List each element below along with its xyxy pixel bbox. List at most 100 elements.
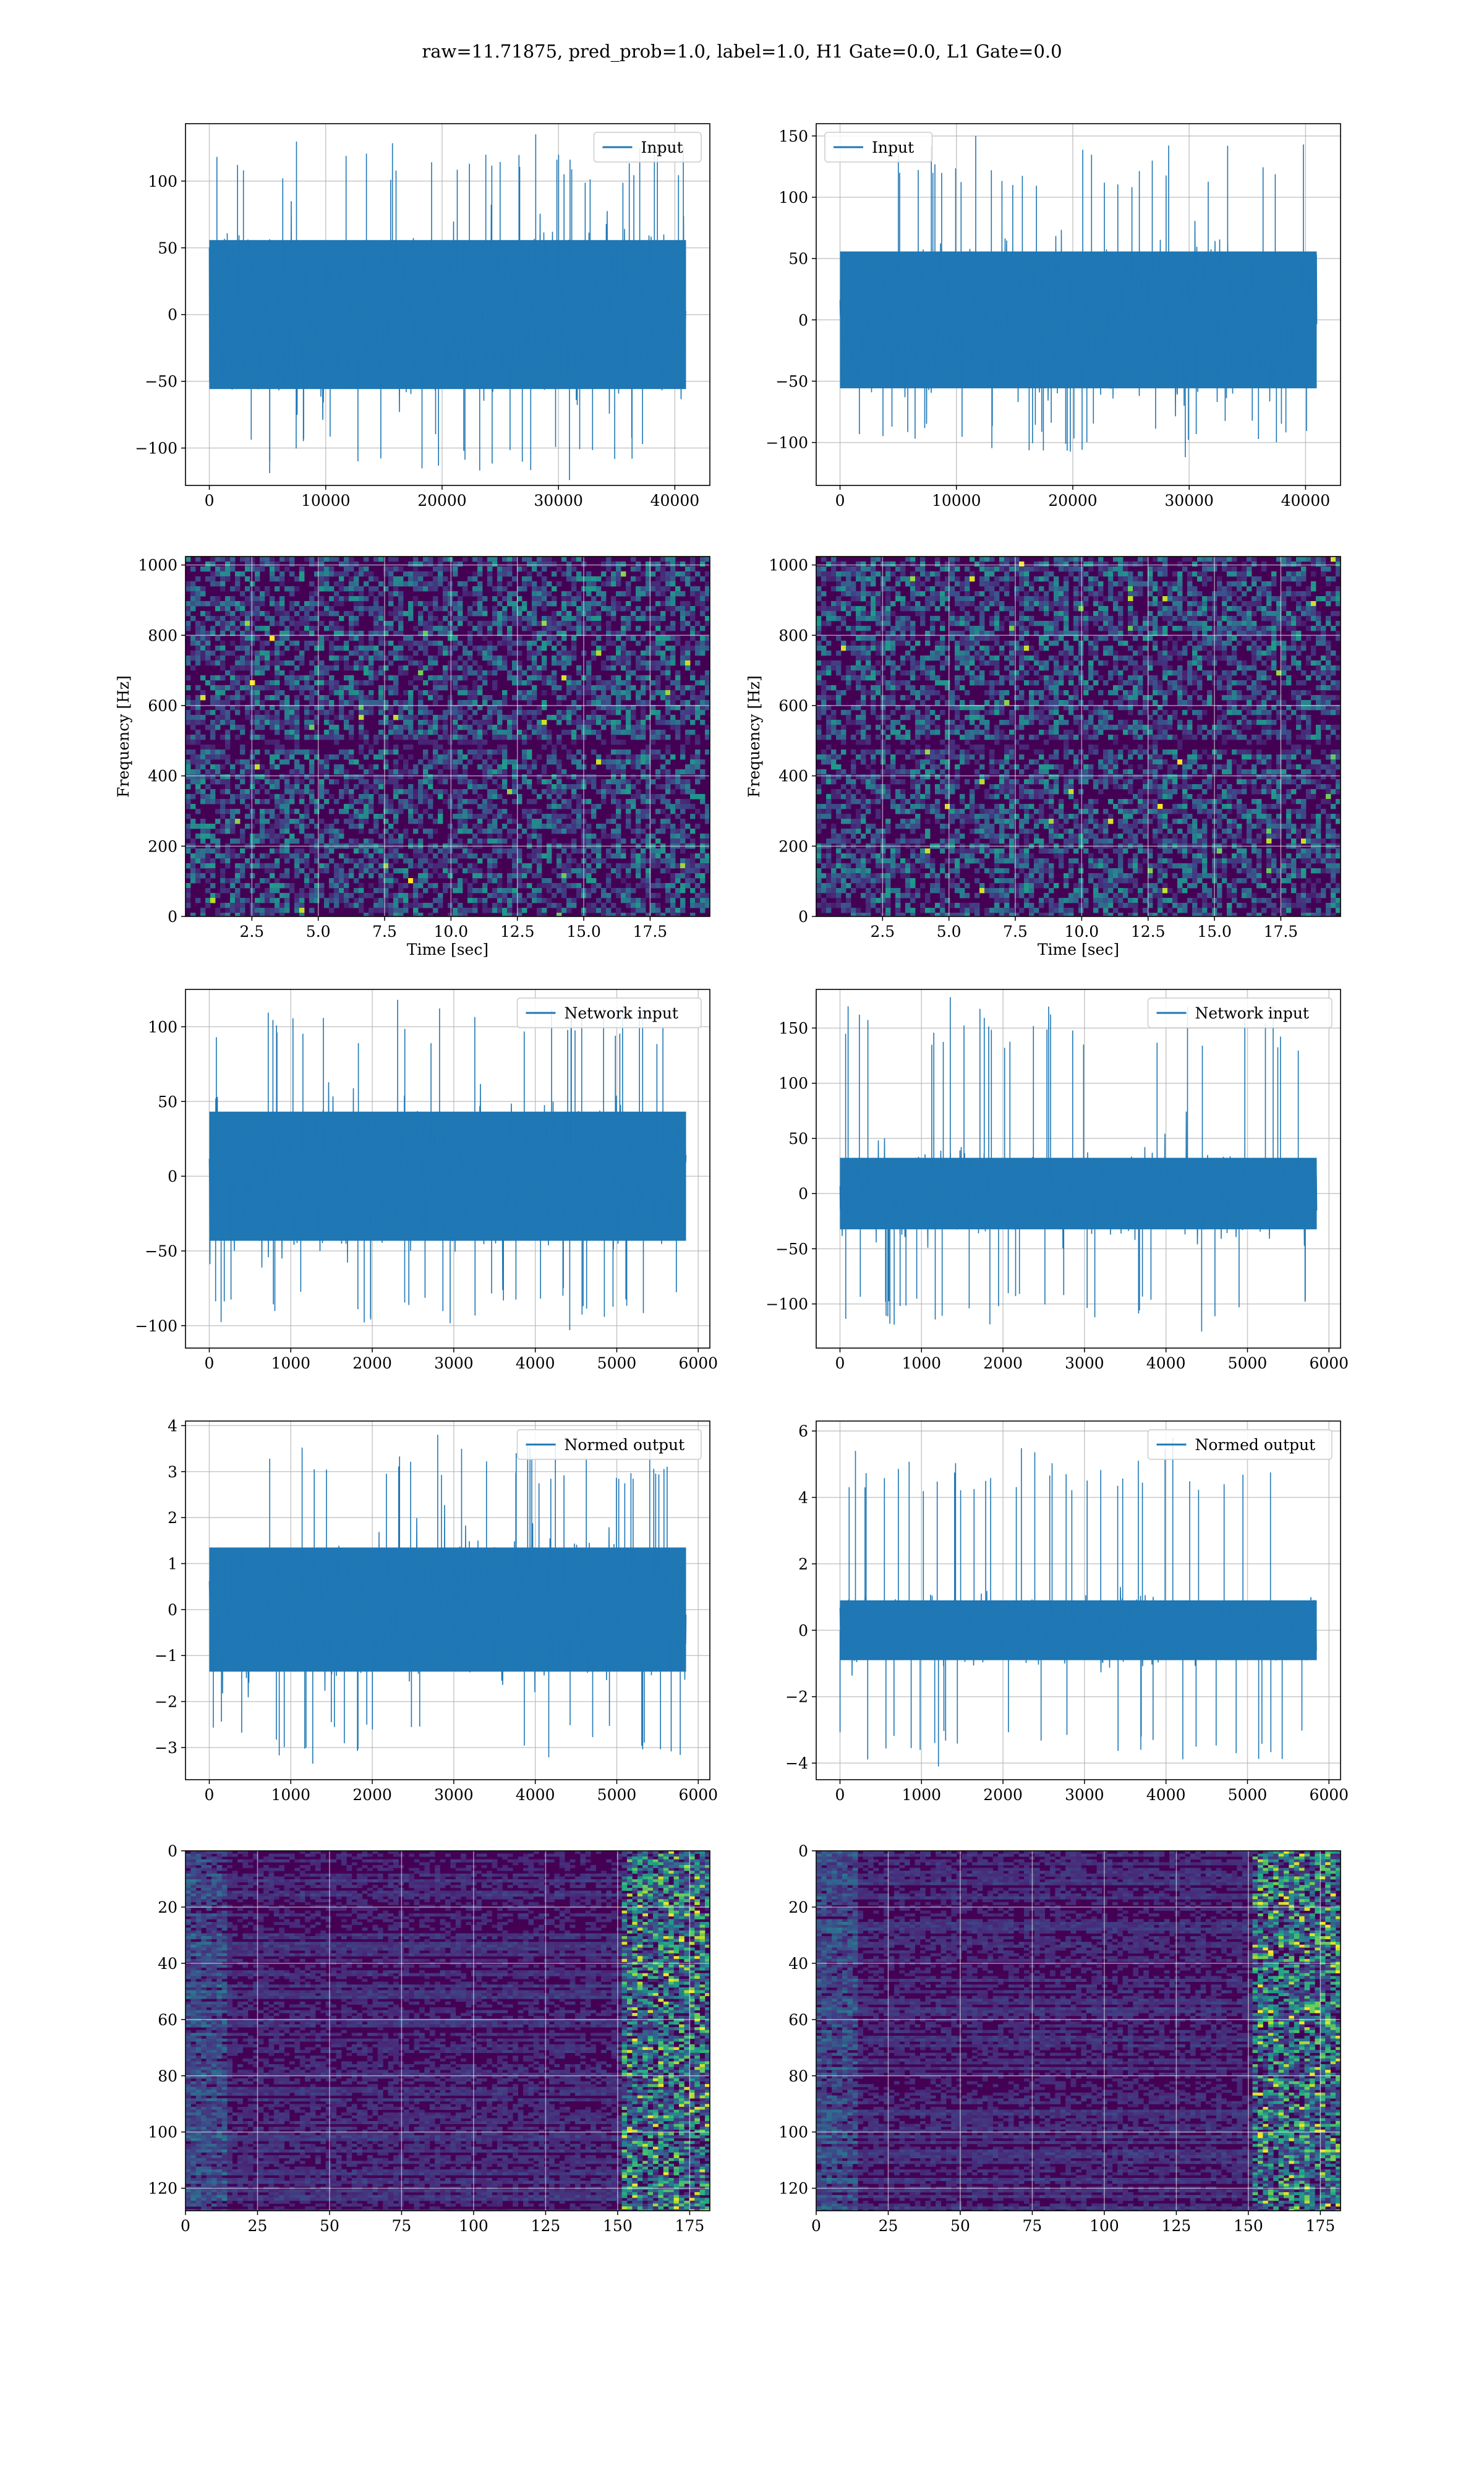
y-tick-label: 50 — [158, 1093, 177, 1111]
x-tick-label: 10.0 — [434, 923, 469, 941]
y-tick-label: 400 — [148, 767, 177, 785]
x-tick-label: 7.5 — [372, 923, 397, 941]
y-tick-label: 20 — [788, 1898, 808, 1916]
y-tick-label: 0 — [168, 908, 177, 926]
y-tick-label: 6 — [798, 1422, 808, 1440]
y-tick-label: 0 — [168, 306, 177, 324]
y-tick-label: 400 — [778, 767, 808, 785]
x-tick-label: 100 — [1090, 2217, 1119, 2235]
x-tick-label: 3000 — [434, 1786, 474, 1804]
x-tick-label: 1000 — [271, 1786, 310, 1804]
x-tick-label: 17.5 — [633, 923, 668, 941]
y-tick-label: −50 — [145, 1242, 177, 1260]
y-tick-label: 50 — [158, 239, 177, 257]
x-tick-label: 25 — [248, 2217, 268, 2235]
y-axis: −100 −50 0 50 100 — [135, 173, 186, 458]
x-tick-label: 2000 — [983, 1354, 1023, 1372]
x-tick-label: 25 — [879, 2217, 898, 2235]
x-tick-label: 5.0 — [306, 923, 331, 941]
y-tick-label: 150 — [778, 1019, 808, 1037]
y-tick-label: −4 — [785, 1754, 808, 1772]
y-tick-label: 1 — [168, 1555, 177, 1573]
y-tick-label: 50 — [788, 250, 808, 268]
y-axis-label: Frequency [Hz] — [114, 675, 132, 798]
x-tick-label: 12.5 — [1131, 923, 1166, 941]
x-tick-label: 6000 — [678, 1786, 718, 1804]
x-tick-label: 2000 — [352, 1786, 392, 1804]
y-tick-label: 100 — [778, 2124, 808, 2141]
x-tick-label: 0 — [205, 1786, 215, 1804]
plot-area — [816, 1421, 1341, 1780]
x-tick-label: 10.0 — [1065, 923, 1099, 941]
y-tick-label: 2 — [168, 1509, 177, 1527]
x-tick-label: 2.5 — [239, 923, 264, 941]
x-tick-label: 30000 — [534, 492, 583, 510]
y-tick-label: 100 — [778, 1075, 808, 1093]
legend-label: Network input — [1195, 1004, 1309, 1022]
x-tick-label: 1000 — [902, 1786, 941, 1804]
y-tick-label: 0 — [798, 1621, 808, 1639]
x-tick-label: 150 — [1234, 2217, 1263, 2235]
y-tick-label: 0 — [798, 1842, 808, 1860]
legend: Network input — [518, 998, 702, 1028]
y-tick-label: 600 — [148, 697, 177, 715]
y-tick-label: 100 — [148, 173, 177, 190]
y-tick-label: 120 — [778, 2180, 808, 2198]
x-tick-label: 2.5 — [870, 923, 895, 941]
plot-area — [816, 124, 1341, 485]
y-tick-label: 0 — [798, 908, 808, 926]
figure-title: raw=11.71875, pred_prob=1.0, label=1.0, … — [0, 41, 1484, 62]
x-tick-label: 150 — [603, 2217, 633, 2235]
y-tick-label: 3 — [168, 1463, 177, 1481]
x-tick-label: 50 — [950, 2217, 970, 2235]
legend-label: Normed output — [1195, 1436, 1316, 1454]
x-tick-label: 2000 — [983, 1786, 1023, 1804]
x-tick-label: 5000 — [1228, 1786, 1268, 1804]
x-axis-label: Time [sec] — [1038, 941, 1119, 958]
x-tick-label: 5000 — [597, 1354, 637, 1372]
x-tick-label: 3000 — [1065, 1354, 1104, 1372]
x-tick-label: 175 — [1306, 2217, 1336, 2235]
plot-area — [186, 989, 710, 1348]
plot-area — [816, 989, 1341, 1348]
y-tick-label: 0 — [168, 1842, 177, 1860]
y-tick-label: 200 — [778, 837, 808, 855]
y-tick-label: 50 — [788, 1130, 808, 1148]
y-tick-label: −100 — [135, 440, 177, 458]
plot-area — [816, 557, 1341, 918]
x-tick-label: 5.0 — [937, 923, 962, 941]
x-tick-label: 3000 — [1065, 1786, 1104, 1804]
x-tick-label: 5000 — [1228, 1354, 1268, 1372]
y-tick-label: 60 — [158, 2011, 177, 2029]
y-tick-label: −100 — [765, 1296, 808, 1313]
y-tick-label: 100 — [148, 1018, 177, 1036]
y-tick-label: 0 — [798, 311, 808, 329]
x-tick-label: 40000 — [1281, 492, 1331, 510]
y-tick-label: 100 — [778, 189, 808, 207]
y-tick-label: 600 — [778, 697, 808, 715]
y-tick-label: −50 — [145, 373, 177, 391]
y-tick-label: 40 — [788, 1955, 808, 1973]
y-tick-label: 4 — [798, 1489, 808, 1507]
x-tick-label: 50 — [320, 2217, 339, 2235]
x-tick-label: 17.5 — [1264, 923, 1298, 941]
x-tick-label: 4000 — [516, 1786, 555, 1804]
legend: Input — [825, 132, 932, 162]
plot-area — [186, 557, 710, 918]
plot-area — [186, 1421, 710, 1780]
x-tick-label: 0 — [835, 492, 845, 510]
x-tick-label: 7.5 — [1003, 923, 1028, 941]
x-tick-label: 1000 — [271, 1354, 310, 1372]
